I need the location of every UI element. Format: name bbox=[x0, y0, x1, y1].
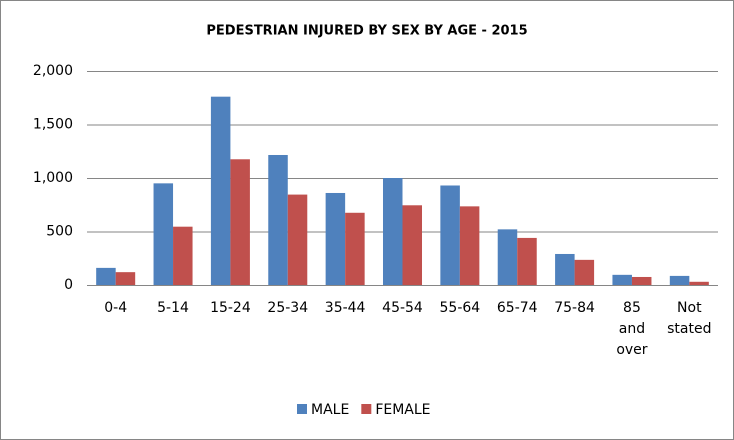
bar bbox=[210, 96, 231, 286]
bar bbox=[669, 275, 690, 285]
x-tick-label: 65-74 bbox=[497, 300, 538, 316]
bar bbox=[287, 194, 308, 285]
x-tick-label: 75-84 bbox=[554, 300, 595, 316]
bar bbox=[497, 229, 518, 285]
y-tick-label: 0 bbox=[64, 277, 73, 293]
bar bbox=[115, 272, 136, 285]
bar bbox=[382, 178, 403, 285]
legend-swatch bbox=[297, 404, 307, 414]
legend-swatch bbox=[361, 404, 372, 414]
bar bbox=[689, 281, 709, 285]
bar bbox=[345, 212, 365, 285]
bar bbox=[631, 276, 652, 285]
bar bbox=[173, 226, 193, 285]
bar bbox=[230, 159, 250, 285]
bar bbox=[459, 206, 480, 285]
x-tick-label: 85 and over bbox=[616, 300, 647, 358]
bar bbox=[612, 274, 632, 285]
x-tick-label: 0-4 bbox=[104, 300, 127, 316]
x-tick-label: 35-44 bbox=[325, 300, 366, 316]
x-tick-label: 45-54 bbox=[382, 300, 423, 316]
bar bbox=[555, 253, 575, 285]
y-tick-label: 2,000 bbox=[33, 63, 73, 79]
x-tick-label: 25-34 bbox=[267, 300, 308, 316]
bar bbox=[440, 185, 460, 285]
bar bbox=[325, 192, 346, 285]
x-tick-label: 15-24 bbox=[210, 300, 251, 316]
x-tick-label: 55-64 bbox=[440, 300, 481, 316]
bar bbox=[574, 259, 595, 285]
bar bbox=[96, 267, 116, 285]
y-tick-label: 1,000 bbox=[33, 170, 73, 186]
x-tick-label: 5-14 bbox=[157, 300, 189, 316]
y-tick-label: 500 bbox=[46, 224, 73, 240]
bar bbox=[268, 154, 288, 285]
x-tick-label: Not stated bbox=[667, 300, 711, 337]
legend-label: MALE bbox=[311, 402, 349, 418]
chart-title: PEDESTRIAN INJURED BY SEX BY AGE - 2015 bbox=[206, 24, 527, 39]
bar bbox=[153, 183, 174, 285]
legend-label: FEMALE bbox=[375, 402, 430, 418]
bar bbox=[402, 205, 423, 285]
y-tick-label: 1,500 bbox=[33, 117, 73, 133]
bar bbox=[517, 237, 537, 285]
